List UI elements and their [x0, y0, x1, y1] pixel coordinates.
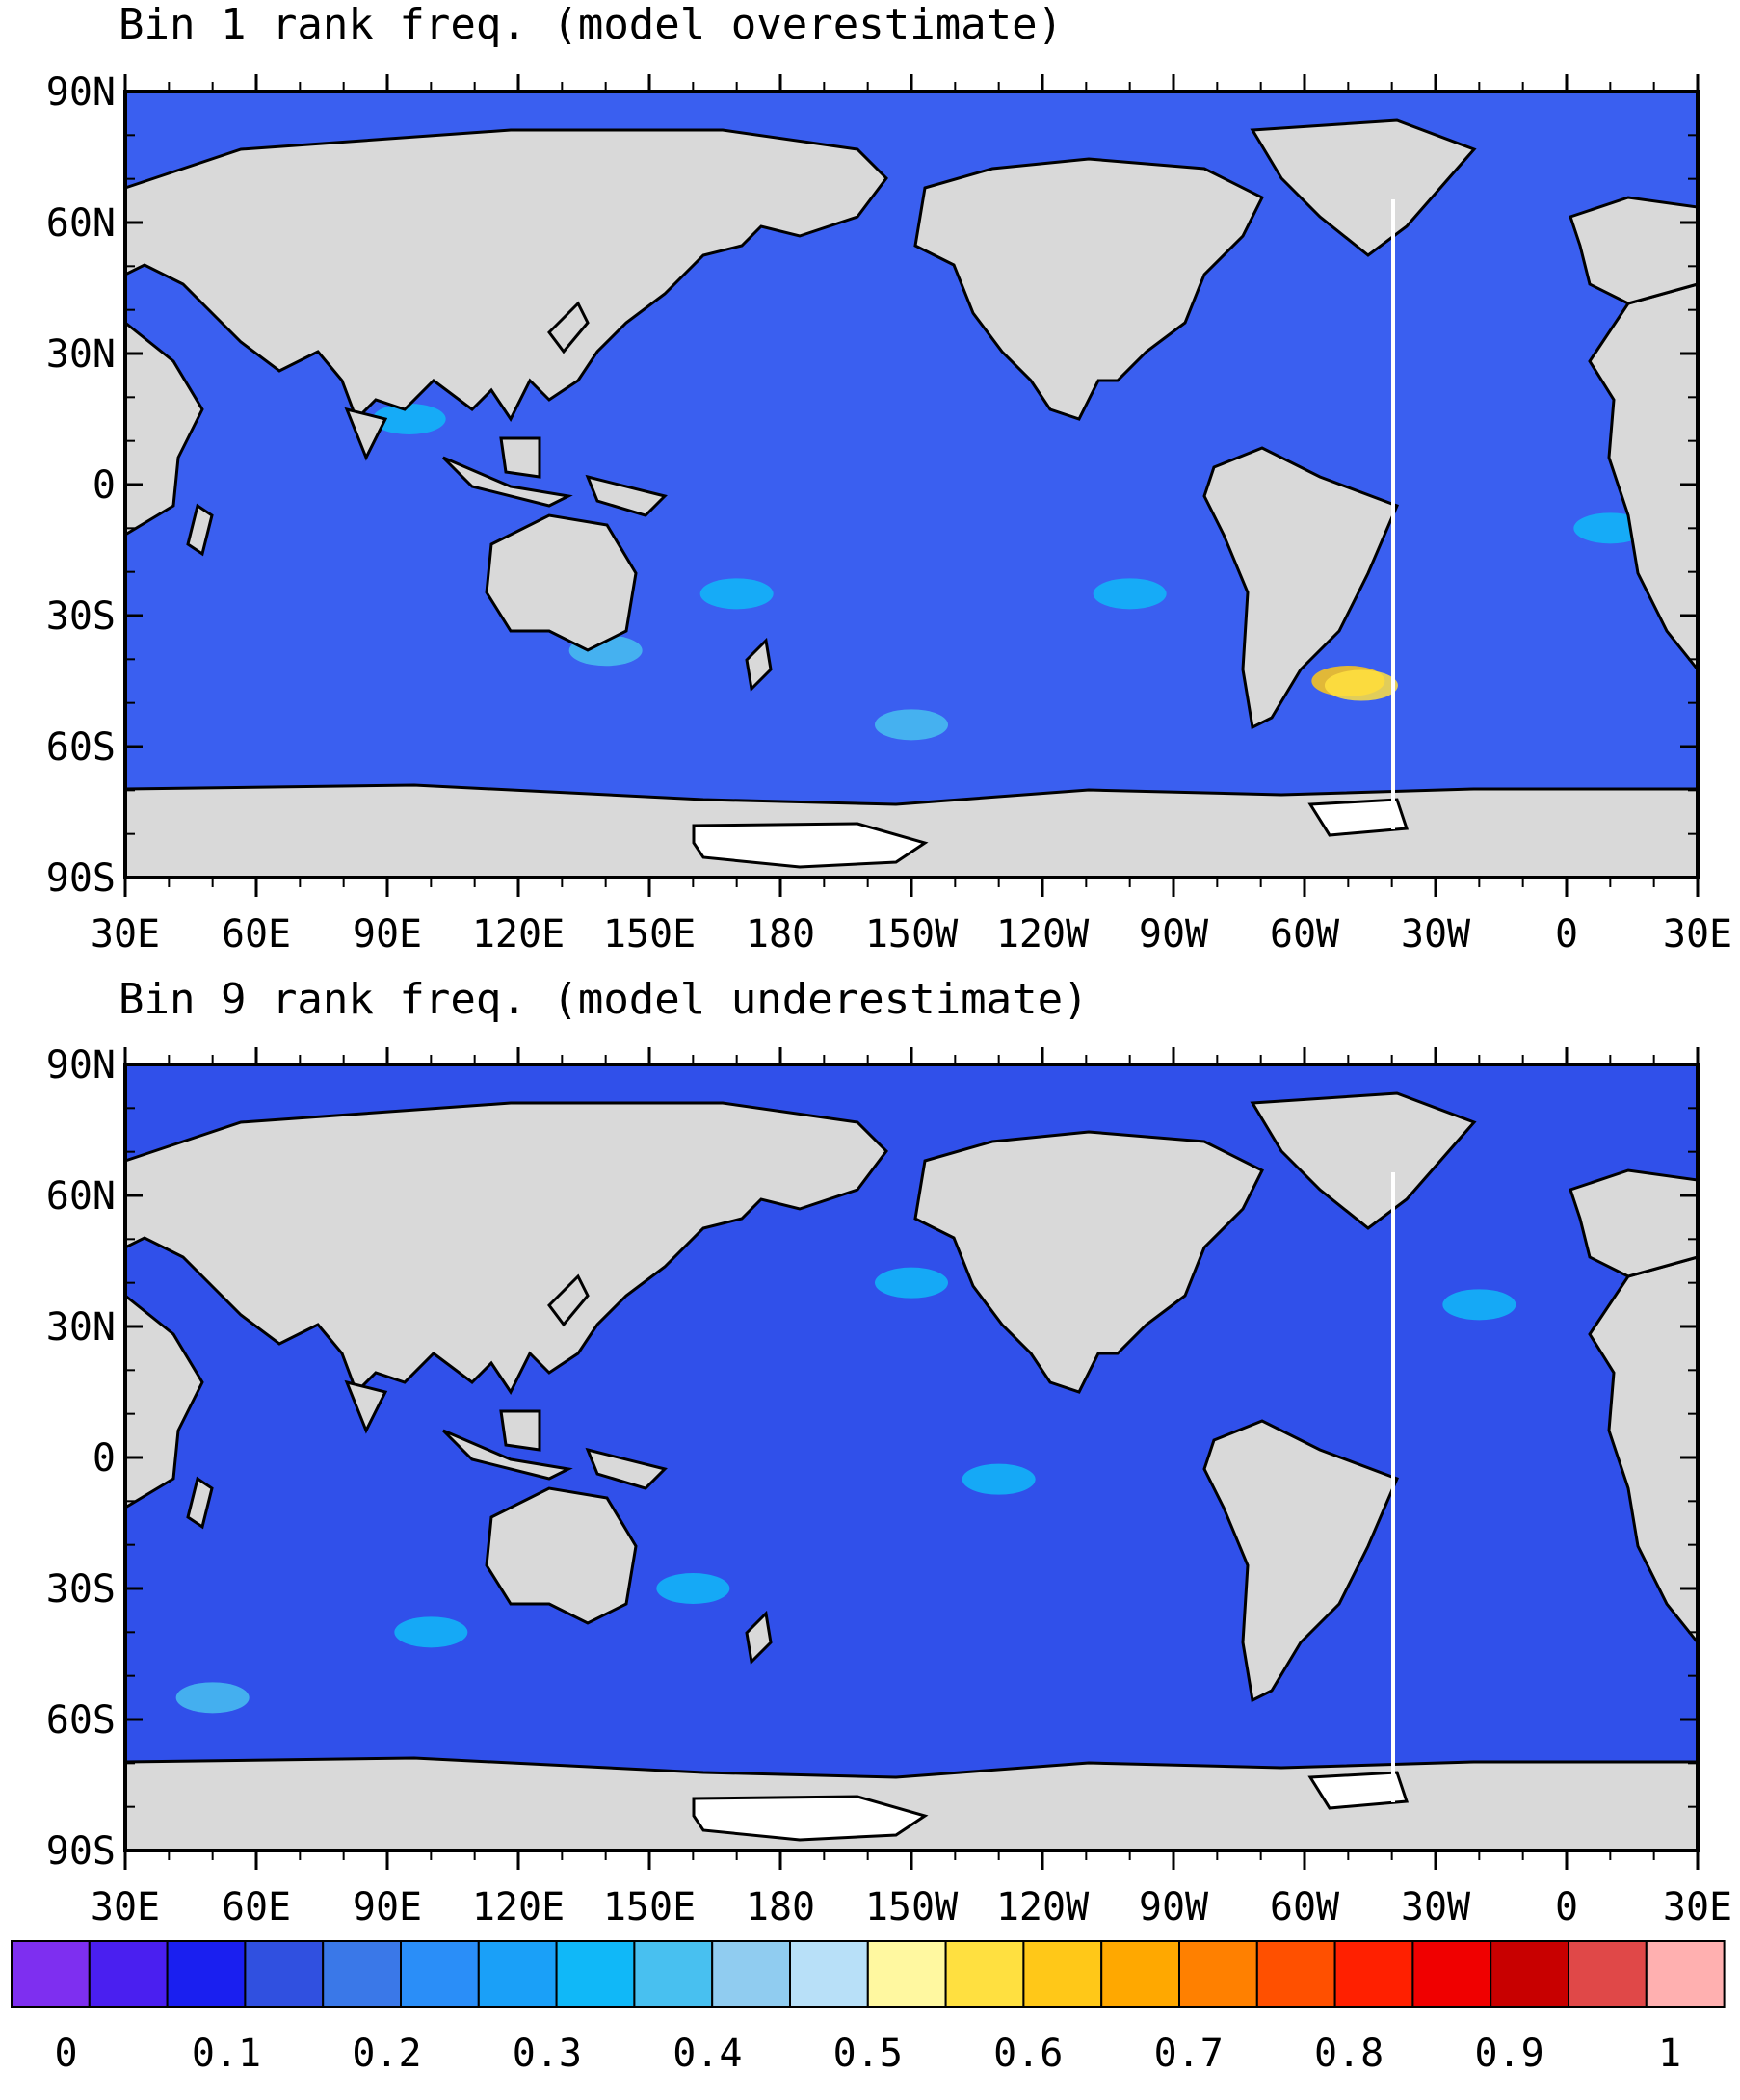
lat-tick-label: 60S	[46, 725, 116, 770]
colorbar-swatch	[11, 1940, 91, 2008]
lon-tick-label: 30E	[91, 1885, 160, 1929]
colorbar-swatch	[1568, 1940, 1648, 2008]
anomaly-patch	[875, 1267, 948, 1299]
lon-tick-label: 30E	[1663, 912, 1732, 957]
anomaly-patch	[1093, 578, 1167, 610]
anomaly-patches	[372, 404, 1648, 741]
colorbar-swatch	[555, 1940, 636, 2008]
colorbar-label: 0.8	[1314, 2032, 1384, 2076]
lat-tick-label: 0	[92, 1436, 116, 1481]
colorbar-label: 0.2	[352, 2032, 421, 2076]
colorbar: 0 0.1 0.2 0.3 0.4 0.5 0.6 0.7 0.8 0.9 1	[11, 1940, 1726, 2076]
lon-tick-label: 0	[1555, 912, 1578, 957]
lon-tick-label: 30W	[1401, 1885, 1471, 1929]
colorbar-label: 0.5	[833, 2032, 903, 2076]
colorbar-swatch	[1411, 1940, 1492, 2008]
anomaly-patch	[175, 1682, 250, 1714]
colorbar-swatch	[166, 1940, 247, 2008]
lon-tick-label: 120E	[472, 912, 565, 957]
lon-tick-label: 60W	[1270, 1885, 1340, 1929]
map-panel-1: 90N 60N 30N 0 30S 60S 90S 30E 60E 90E 120E 150E 180 1…	[46, 70, 1732, 957]
colorbar-swatch	[1255, 1940, 1336, 2008]
lat-tick-label: 90N	[46, 70, 116, 115]
map-panel-2: 90N 60N 30N 0 30S 60S 90S 30E 60E 90E 120E 150E 180 1…	[46, 1043, 1732, 1929]
lat-tick-label: 30S	[46, 594, 116, 639]
anomaly-patch	[394, 1616, 468, 1648]
colorbar-swatch	[400, 1940, 480, 2008]
lon-tick-label: 90W	[1139, 1885, 1209, 1929]
colorbar-label: 0.7	[1154, 2032, 1224, 2076]
lon-tick-label: 120E	[472, 1885, 565, 1929]
colorbar-swatch	[244, 1940, 325, 2008]
lon-tick-label: 150W	[865, 1885, 959, 1929]
colorbar-swatch	[866, 1940, 947, 2008]
anomaly-patch	[1442, 1289, 1516, 1321]
colorbar-label: 0	[55, 2032, 78, 2076]
axis-ticks: 90N 60N 30N 0 30S 60S 90S 30E 60E 90E 120E 150E 180 1…	[46, 1043, 1732, 1929]
colorbar-swatch	[477, 1940, 558, 2008]
colorbar-swatch	[633, 1940, 714, 2008]
anomaly-patches	[175, 1267, 1516, 1714]
lon-tick-label: 150W	[865, 912, 959, 957]
anomaly-patch	[875, 709, 948, 741]
lon-tick-label: 150E	[603, 912, 696, 957]
colorbar-swatch	[1645, 1940, 1726, 2008]
colorbar-swatch	[88, 1940, 169, 2008]
lat-tick-label: 90N	[46, 1043, 116, 1088]
lon-tick-label: 60E	[222, 912, 291, 957]
lat-tick-label: 90S	[46, 856, 116, 901]
anomaly-patch	[1324, 669, 1398, 701]
lon-tick-label: 90W	[1139, 912, 1209, 957]
anomaly-patch	[699, 578, 774, 610]
lat-tick-label: 30N	[46, 1305, 116, 1350]
colorbar-label: 0.6	[993, 2032, 1063, 2076]
lon-tick-label: 120W	[996, 912, 1090, 957]
colorbar-swatch	[1333, 1940, 1414, 2008]
lon-tick-label: 180	[746, 912, 815, 957]
colorbar-swatch	[322, 1940, 403, 2008]
lat-tick-label: 30N	[46, 332, 116, 377]
lon-tick-label: 180	[746, 1885, 815, 1929]
anomaly-patch	[962, 1463, 1036, 1495]
lon-tick-label: 30E	[91, 912, 160, 957]
lat-tick-label: 60S	[46, 1698, 116, 1743]
lon-tick-label: 90E	[353, 1885, 422, 1929]
colorbar-swatch	[944, 1940, 1025, 2008]
colorbar-label: 0.1	[192, 2032, 261, 2076]
lon-tick-label: 150E	[603, 1885, 696, 1929]
lat-tick-label: 60N	[46, 1174, 116, 1219]
lon-tick-label: 90E	[353, 912, 422, 957]
lat-tick-label: 60N	[46, 201, 116, 246]
lat-tick-label: 30S	[46, 1567, 116, 1612]
lat-tick-label: 0	[92, 463, 116, 508]
lon-tick-label: 30E	[1663, 1885, 1732, 1929]
colorbar-label: 0.9	[1474, 2032, 1543, 2076]
lon-tick-label: 60W	[1270, 912, 1340, 957]
lon-tick-label: 30W	[1401, 912, 1471, 957]
colorbar-swatch	[1100, 1940, 1180, 2008]
colorbar-swatch	[711, 1940, 792, 2008]
panel-1-title: Bin 1 rank freq. (model overestimate)	[119, 0, 1063, 49]
anomaly-patch	[372, 404, 446, 434]
colorbar-swatch	[1178, 1940, 1258, 2008]
axis-ticks: 90N 60N 30N 0 30S 60S 90S 30E 60E 90E 120E 150E 180 1…	[46, 70, 1732, 957]
lon-tick-label: 120W	[996, 1885, 1090, 1929]
anomaly-patch	[656, 1573, 730, 1604]
lon-tick-label: 0	[1555, 1885, 1578, 1929]
lon-tick-label: 60E	[222, 1885, 291, 1929]
colorbar-label: 1	[1658, 2032, 1681, 2076]
colorbar-swatch	[789, 1940, 869, 2008]
colorbar-label: 0.3	[513, 2032, 582, 2076]
colorbar-swatch	[1490, 1940, 1569, 2008]
colorbar-label: 0.4	[672, 2032, 742, 2076]
colorbar-swatch	[1022, 1940, 1103, 2008]
lat-tick-label: 90S	[46, 1829, 116, 1874]
panel-2-title: Bin 9 rank freq. (model underestimate)	[119, 975, 1089, 1024]
